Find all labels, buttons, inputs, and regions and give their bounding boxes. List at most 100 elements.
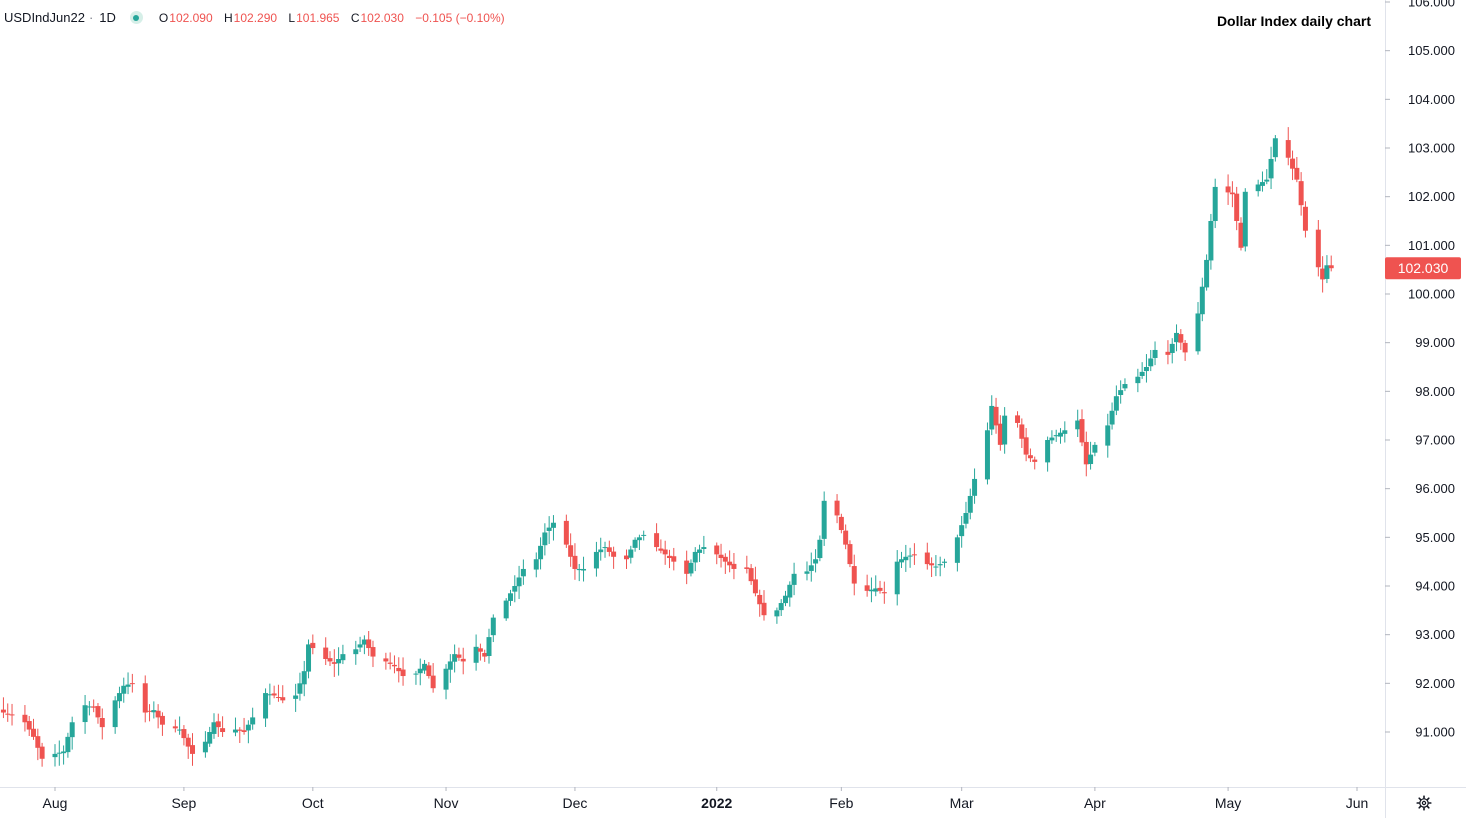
candle-body [9, 714, 15, 716]
candle-body [1135, 376, 1141, 384]
candle [5, 703, 11, 722]
candle-body [877, 587, 883, 591]
time-tick-label: Dec [562, 795, 587, 811]
candle-body [357, 644, 363, 648]
candle [877, 580, 883, 594]
candle-body [782, 595, 788, 604]
candle-body [993, 406, 999, 426]
candle [1148, 349, 1154, 372]
candle [598, 537, 604, 561]
candle [1174, 324, 1180, 352]
candle [984, 422, 990, 485]
candle [641, 530, 647, 541]
candle-body [1092, 444, 1098, 453]
candle-body [310, 642, 316, 649]
candle [82, 694, 88, 734]
candle [370, 640, 376, 668]
candle-body [1027, 455, 1033, 459]
candle-body [722, 556, 728, 562]
candle [628, 545, 634, 564]
candle-body [1015, 415, 1021, 423]
candle-body [684, 560, 690, 574]
candle-body [1255, 184, 1261, 192]
candle-body [417, 668, 423, 674]
candle [563, 514, 569, 548]
interval-label[interactable]: 1D [99, 10, 116, 25]
time-tick-label: Jun [1346, 795, 1369, 811]
candle-body [1083, 441, 1089, 465]
candle-body [598, 549, 604, 553]
candle-body [1204, 259, 1210, 288]
candle-body [5, 713, 11, 715]
candle [301, 660, 307, 697]
candle [69, 716, 75, 750]
gear-icon[interactable] [1416, 795, 1432, 816]
candle-body [86, 706, 92, 708]
candle [929, 557, 935, 578]
candle-body [26, 721, 32, 730]
candle [1169, 338, 1175, 364]
candle [35, 728, 41, 761]
candle-body [293, 695, 299, 699]
candle-body [568, 545, 574, 557]
candle-body [581, 568, 587, 571]
symbol-name[interactable]: USDIndJun22 [4, 10, 85, 25]
candle [1113, 385, 1119, 416]
candle-body [1122, 384, 1128, 389]
candle-body [563, 520, 569, 545]
candle [606, 540, 612, 557]
candle [1259, 171, 1265, 192]
candle-body [576, 568, 582, 571]
candle-body [271, 693, 277, 696]
candle [881, 581, 887, 604]
candle [391, 655, 397, 674]
candle [426, 662, 432, 679]
candle-body [907, 555, 913, 557]
candle [894, 550, 900, 606]
candle-body [1290, 158, 1296, 169]
candle-body [250, 717, 256, 725]
high-label: H [224, 10, 233, 25]
price-tick-label: 105.000 [1408, 43, 1455, 58]
candle [959, 516, 965, 548]
candle-body [929, 563, 935, 566]
price-tick-label: 95.000 [1415, 530, 1455, 545]
candle [808, 552, 814, 582]
candle-body [473, 646, 479, 663]
candle [1298, 172, 1304, 216]
candle-body [778, 603, 784, 611]
candle-body [1182, 342, 1188, 353]
candle [873, 575, 879, 597]
candle-body [1195, 313, 1201, 352]
candle [654, 523, 660, 552]
candle-body [1118, 390, 1124, 395]
candle [400, 657, 406, 686]
candle-body [297, 683, 303, 694]
candle-body [456, 654, 462, 658]
candle [967, 488, 973, 520]
candle [1083, 431, 1089, 477]
price-tick-label: 91.000 [1415, 725, 1455, 740]
candle [774, 607, 780, 624]
candle [1285, 127, 1291, 166]
candle-body [813, 559, 819, 564]
candle-body [0, 709, 6, 713]
candle [336, 647, 342, 676]
candle-body [538, 545, 544, 560]
candle-body [546, 527, 552, 531]
last-price-label[interactable]: 102.030 [1385, 257, 1461, 280]
candle [297, 672, 303, 701]
time-tick-label: Nov [434, 795, 459, 811]
candle-body [834, 500, 840, 516]
candle-body [39, 746, 45, 759]
candle-body [658, 548, 664, 551]
candle [937, 556, 943, 577]
candle [159, 712, 165, 736]
candle-body [460, 658, 466, 662]
close-label: C [350, 10, 360, 25]
candle [847, 540, 853, 568]
candle-body [245, 724, 251, 731]
candle [636, 534, 642, 551]
market-status-icon[interactable] [129, 11, 143, 24]
